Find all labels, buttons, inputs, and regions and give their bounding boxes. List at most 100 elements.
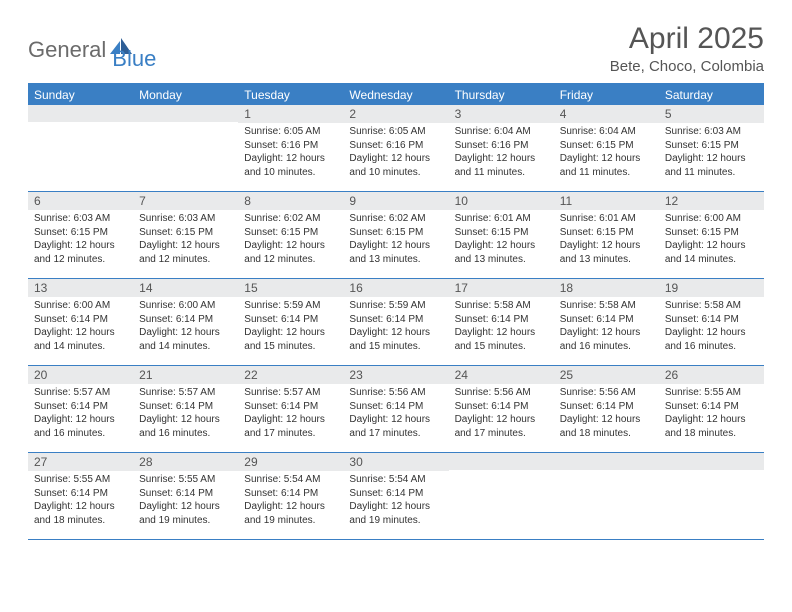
sunset-text: Sunset: 6:14 PM <box>34 400 127 414</box>
sunrise-text: Sunrise: 5:56 AM <box>560 386 653 400</box>
day-cell: 8Sunrise: 6:02 AMSunset: 6:15 PMDaylight… <box>238 192 343 278</box>
day-body: Sunrise: 6:00 AMSunset: 6:14 PMDaylight:… <box>133 297 238 357</box>
day-cell: 12Sunrise: 6:00 AMSunset: 6:15 PMDayligh… <box>659 192 764 278</box>
day-number: 8 <box>238 192 343 210</box>
sunrise-text: Sunrise: 5:58 AM <box>455 299 548 313</box>
sunset-text: Sunset: 6:14 PM <box>349 400 442 414</box>
day-cell: 20Sunrise: 5:57 AMSunset: 6:14 PMDayligh… <box>28 366 133 452</box>
daylight-line2: and 12 minutes. <box>139 253 232 267</box>
empty-day-strip <box>659 453 764 470</box>
weekday-header: Wednesday <box>343 85 448 105</box>
daylight-line2: and 19 minutes. <box>244 514 337 528</box>
daylight-line2: and 13 minutes. <box>349 253 442 267</box>
sunset-text: Sunset: 6:14 PM <box>139 487 232 501</box>
day-number: 28 <box>133 453 238 471</box>
day-cell: 10Sunrise: 6:01 AMSunset: 6:15 PMDayligh… <box>449 192 554 278</box>
daylight-line2: and 16 minutes. <box>665 340 758 354</box>
day-cell: 27Sunrise: 5:55 AMSunset: 6:14 PMDayligh… <box>28 453 133 539</box>
day-body: Sunrise: 6:05 AMSunset: 6:16 PMDaylight:… <box>238 123 343 183</box>
daylight-line1: Daylight: 12 hours <box>139 413 232 427</box>
day-cell: 13Sunrise: 6:00 AMSunset: 6:14 PMDayligh… <box>28 279 133 365</box>
daylight-line2: and 19 minutes. <box>349 514 442 528</box>
daylight-line2: and 14 minutes. <box>34 340 127 354</box>
weekday-header: Friday <box>554 85 659 105</box>
sunset-text: Sunset: 6:14 PM <box>455 400 548 414</box>
day-body: Sunrise: 5:55 AMSunset: 6:14 PMDaylight:… <box>659 384 764 444</box>
sunrise-text: Sunrise: 5:58 AM <box>665 299 758 313</box>
logo-word-blue: Blue <box>112 28 156 72</box>
sunrise-text: Sunrise: 6:01 AM <box>455 212 548 226</box>
day-cell: 1Sunrise: 6:05 AMSunset: 6:16 PMDaylight… <box>238 105 343 191</box>
sunset-text: Sunset: 6:15 PM <box>560 226 653 240</box>
day-cell: 11Sunrise: 6:01 AMSunset: 6:15 PMDayligh… <box>554 192 659 278</box>
sunset-text: Sunset: 6:15 PM <box>349 226 442 240</box>
daylight-line1: Daylight: 12 hours <box>244 500 337 514</box>
day-number: 17 <box>449 279 554 297</box>
daylight-line1: Daylight: 12 hours <box>244 326 337 340</box>
day-cell <box>28 105 133 191</box>
sunset-text: Sunset: 6:16 PM <box>455 139 548 153</box>
sunset-text: Sunset: 6:14 PM <box>244 400 337 414</box>
day-cell: 4Sunrise: 6:04 AMSunset: 6:15 PMDaylight… <box>554 105 659 191</box>
sunrise-text: Sunrise: 5:56 AM <box>349 386 442 400</box>
daylight-line2: and 17 minutes. <box>349 427 442 441</box>
day-cell: 22Sunrise: 5:57 AMSunset: 6:14 PMDayligh… <box>238 366 343 452</box>
month-title: April 2025 <box>610 22 764 56</box>
day-number: 22 <box>238 366 343 384</box>
day-number: 6 <box>28 192 133 210</box>
daylight-line2: and 19 minutes. <box>139 514 232 528</box>
day-cell: 28Sunrise: 5:55 AMSunset: 6:14 PMDayligh… <box>133 453 238 539</box>
day-body: Sunrise: 5:54 AMSunset: 6:14 PMDaylight:… <box>238 471 343 531</box>
daylight-line1: Daylight: 12 hours <box>139 500 232 514</box>
daylight-line2: and 10 minutes. <box>349 166 442 180</box>
daylight-line1: Daylight: 12 hours <box>560 413 653 427</box>
sunrise-text: Sunrise: 6:02 AM <box>349 212 442 226</box>
day-number: 11 <box>554 192 659 210</box>
day-body: Sunrise: 5:56 AMSunset: 6:14 PMDaylight:… <box>449 384 554 444</box>
daylight-line2: and 13 minutes. <box>455 253 548 267</box>
daylight-line1: Daylight: 12 hours <box>455 152 548 166</box>
daylight-line2: and 12 minutes. <box>244 253 337 267</box>
day-number: 14 <box>133 279 238 297</box>
title-block: April 2025 Bete, Choco, Colombia <box>610 22 764 75</box>
daylight-line2: and 15 minutes. <box>455 340 548 354</box>
sunrise-text: Sunrise: 6:02 AM <box>244 212 337 226</box>
empty-day-strip <box>554 453 659 470</box>
day-body: Sunrise: 6:00 AMSunset: 6:15 PMDaylight:… <box>659 210 764 270</box>
sunrise-text: Sunrise: 5:55 AM <box>34 473 127 487</box>
day-number: 27 <box>28 453 133 471</box>
day-body: Sunrise: 5:57 AMSunset: 6:14 PMDaylight:… <box>238 384 343 444</box>
day-body: Sunrise: 5:57 AMSunset: 6:14 PMDaylight:… <box>28 384 133 444</box>
day-body: Sunrise: 6:02 AMSunset: 6:15 PMDaylight:… <box>343 210 448 270</box>
day-cell: 9Sunrise: 6:02 AMSunset: 6:15 PMDaylight… <box>343 192 448 278</box>
daylight-line1: Daylight: 12 hours <box>349 152 442 166</box>
weekday-header: Tuesday <box>238 85 343 105</box>
day-cell: 16Sunrise: 5:59 AMSunset: 6:14 PMDayligh… <box>343 279 448 365</box>
day-cell: 30Sunrise: 5:54 AMSunset: 6:14 PMDayligh… <box>343 453 448 539</box>
sunrise-text: Sunrise: 6:03 AM <box>34 212 127 226</box>
daylight-line2: and 15 minutes. <box>349 340 442 354</box>
day-body: Sunrise: 6:04 AMSunset: 6:15 PMDaylight:… <box>554 123 659 183</box>
sunset-text: Sunset: 6:14 PM <box>349 487 442 501</box>
day-cell: 29Sunrise: 5:54 AMSunset: 6:14 PMDayligh… <box>238 453 343 539</box>
day-number: 29 <box>238 453 343 471</box>
sunrise-text: Sunrise: 5:55 AM <box>665 386 758 400</box>
sunset-text: Sunset: 6:16 PM <box>244 139 337 153</box>
sunset-text: Sunset: 6:14 PM <box>455 313 548 327</box>
day-body: Sunrise: 6:03 AMSunset: 6:15 PMDaylight:… <box>133 210 238 270</box>
sunrise-text: Sunrise: 6:04 AM <box>455 125 548 139</box>
day-number: 5 <box>659 105 764 123</box>
daylight-line1: Daylight: 12 hours <box>244 413 337 427</box>
daylight-line1: Daylight: 12 hours <box>665 239 758 253</box>
sunset-text: Sunset: 6:15 PM <box>244 226 337 240</box>
sunset-text: Sunset: 6:14 PM <box>34 487 127 501</box>
weeks-container: 1Sunrise: 6:05 AMSunset: 6:16 PMDaylight… <box>28 105 764 540</box>
day-body: Sunrise: 5:54 AMSunset: 6:14 PMDaylight:… <box>343 471 448 531</box>
daylight-line2: and 18 minutes. <box>560 427 653 441</box>
day-body: Sunrise: 5:58 AMSunset: 6:14 PMDaylight:… <box>554 297 659 357</box>
daylight-line1: Daylight: 12 hours <box>560 152 653 166</box>
day-body: Sunrise: 6:04 AMSunset: 6:16 PMDaylight:… <box>449 123 554 183</box>
daylight-line1: Daylight: 12 hours <box>244 152 337 166</box>
logo: General Blue <box>28 22 156 72</box>
daylight-line1: Daylight: 12 hours <box>349 326 442 340</box>
